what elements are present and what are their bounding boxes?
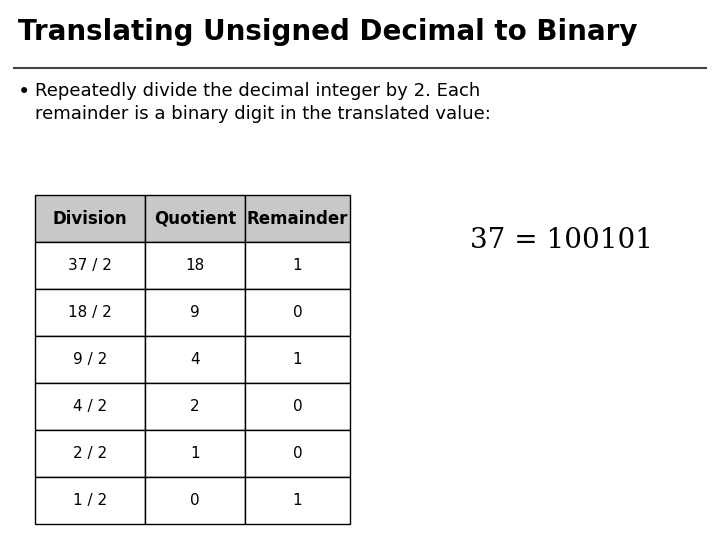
Bar xyxy=(245,383,350,430)
Text: Division: Division xyxy=(53,210,127,227)
Bar xyxy=(145,242,245,289)
Bar xyxy=(245,289,350,336)
Text: 1: 1 xyxy=(190,446,200,461)
Text: 2 / 2: 2 / 2 xyxy=(73,446,107,461)
Text: 0: 0 xyxy=(293,446,302,461)
Text: 18 / 2: 18 / 2 xyxy=(68,305,112,320)
Text: •: • xyxy=(18,82,30,102)
Text: 18: 18 xyxy=(185,258,204,273)
Bar xyxy=(35,477,145,524)
Text: Quotient: Quotient xyxy=(154,210,236,227)
Text: 0: 0 xyxy=(293,399,302,414)
Text: 2: 2 xyxy=(190,399,200,414)
Text: 4 / 2: 4 / 2 xyxy=(73,399,107,414)
Text: 1: 1 xyxy=(293,352,302,367)
Bar xyxy=(35,289,145,336)
Bar xyxy=(35,383,145,430)
Bar xyxy=(145,383,245,430)
Bar xyxy=(35,336,145,383)
Text: 37 = 100101: 37 = 100101 xyxy=(470,226,653,253)
Bar xyxy=(35,430,145,477)
Bar xyxy=(245,477,350,524)
Text: 9 / 2: 9 / 2 xyxy=(73,352,107,367)
Text: 1 / 2: 1 / 2 xyxy=(73,493,107,508)
Text: Repeatedly divide the decimal integer by 2. Each: Repeatedly divide the decimal integer by… xyxy=(35,82,480,100)
Bar xyxy=(145,477,245,524)
Text: Remainder: Remainder xyxy=(247,210,348,227)
Bar xyxy=(145,195,245,242)
Bar xyxy=(245,242,350,289)
Text: 0: 0 xyxy=(190,493,200,508)
Text: 0: 0 xyxy=(293,305,302,320)
Bar xyxy=(245,430,350,477)
Bar xyxy=(245,336,350,383)
Bar xyxy=(245,195,350,242)
Bar xyxy=(35,195,145,242)
Bar xyxy=(145,289,245,336)
Text: 4: 4 xyxy=(190,352,200,367)
Bar xyxy=(35,242,145,289)
Bar xyxy=(145,336,245,383)
Text: Translating Unsigned Decimal to Binary: Translating Unsigned Decimal to Binary xyxy=(18,18,637,46)
Text: 37 / 2: 37 / 2 xyxy=(68,258,112,273)
Text: 9: 9 xyxy=(190,305,200,320)
Bar xyxy=(145,430,245,477)
Text: 1: 1 xyxy=(293,493,302,508)
Text: 1: 1 xyxy=(293,258,302,273)
Text: remainder is a binary digit in the translated value:: remainder is a binary digit in the trans… xyxy=(35,105,491,124)
